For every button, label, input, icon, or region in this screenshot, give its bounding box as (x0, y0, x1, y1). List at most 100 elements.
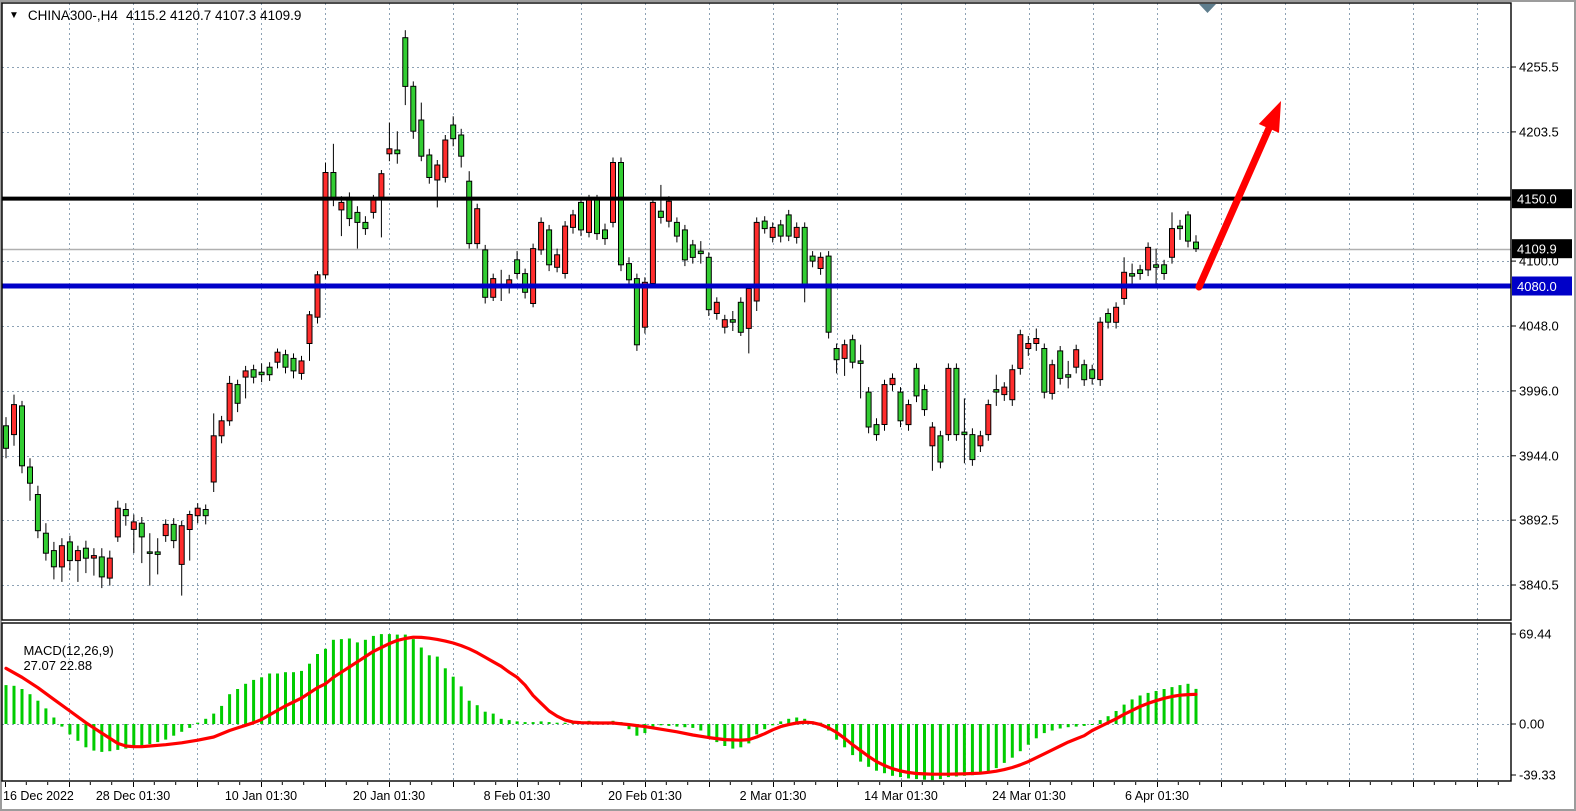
candle-body (322, 172, 329, 276)
candle-body (1017, 334, 1024, 369)
candle-body (873, 424, 880, 436)
macd-histogram-bar (1082, 724, 1086, 726)
macd-histogram-bar (1090, 724, 1094, 725)
candle-body (162, 523, 169, 537)
candle-body (122, 509, 129, 517)
macd-pane (4, 634, 1198, 781)
candle-body (250, 369, 257, 378)
macd-histogram-bar (859, 724, 863, 762)
macd-histogram-bar (403, 634, 407, 724)
time-axis-label: 2 Mar 01:30 (740, 789, 807, 803)
candle-body (849, 339, 856, 363)
candle-body (154, 551, 161, 555)
macd-histogram-bar (771, 724, 775, 726)
candle-body (394, 149, 401, 155)
macd-histogram-bar (1106, 716, 1110, 724)
candle-body (618, 162, 624, 266)
macd-histogram-bar (1154, 691, 1158, 724)
macd-histogram-bar (1074, 724, 1078, 727)
macd-histogram-bar (52, 717, 56, 724)
candle-body (530, 248, 537, 305)
candle-body (58, 545, 65, 568)
candle-body (362, 221, 369, 230)
macd-histogram-bar (20, 689, 24, 724)
candle-body (426, 154, 433, 178)
macd-histogram-bar (1018, 724, 1022, 752)
macd-histogram-bar (292, 672, 295, 724)
time-axis-label: 8 Feb 01:30 (484, 789, 551, 803)
candle-body (1025, 343, 1032, 349)
candle-body (538, 221, 545, 251)
macd-axis-label: -39.33 (1519, 768, 1556, 783)
candle-body (90, 555, 97, 559)
price-badge-label: 4150.0 (1517, 192, 1557, 207)
price-axis-label: 3944.0 (1519, 448, 1559, 463)
macd-histogram-bar (228, 694, 232, 724)
macd-histogram-bar (1034, 724, 1038, 739)
macd-histogram-bar (483, 711, 487, 724)
macd-histogram-bar (411, 639, 415, 724)
macd-histogram-bar (523, 722, 527, 724)
macd-histogram-bar (875, 724, 878, 771)
macd-histogram-bar (451, 676, 455, 724)
chart-shift-marker-icon[interactable] (1199, 4, 1216, 13)
candle-body (3, 425, 9, 449)
candle-body (833, 348, 840, 361)
candle-body (969, 434, 976, 461)
macd-histogram-bar (339, 639, 343, 724)
candle-body (546, 229, 553, 266)
candle-body (809, 255, 816, 262)
macd-histogram-bar (435, 656, 439, 724)
chart-header: ▼ CHINA300-,H4 4115.2 4120.7 4107.3 4109… (9, 8, 301, 23)
macd-histogram-bar (1002, 724, 1006, 763)
macd-histogram-bar (331, 639, 335, 724)
macd-histogram-bar (180, 724, 184, 732)
macd-histogram-bar (36, 700, 40, 724)
time-scale[interactable]: 16 Dec 2022 28 Dec 01:30 10 Jan 01:30 20 Ja… (3, 782, 1499, 803)
macd-histogram-bar (1170, 687, 1174, 724)
macd-histogram-bar (795, 717, 799, 724)
candle-body (913, 367, 920, 397)
candle-body (282, 354, 289, 368)
macd-histogram-bar (92, 724, 96, 751)
macd-histogram-bar (994, 724, 998, 769)
price-badge (1512, 276, 1572, 296)
macd-histogram-bar (76, 724, 80, 741)
time-axis-label: 20 Feb 01:30 (608, 789, 682, 803)
candle-body (410, 85, 417, 132)
macd-histogram-bar (116, 724, 120, 750)
candle-body (434, 164, 441, 181)
macd-histogram-bar (379, 634, 383, 724)
macd-histogram-bar (284, 672, 287, 724)
macd-histogram-bar (84, 724, 88, 748)
candle-body (673, 221, 680, 237)
macd-histogram-bar (100, 724, 104, 752)
macd-histogram-bar (915, 724, 918, 780)
macd-histogram-bar (1178, 685, 1182, 724)
macd-histogram-bar (787, 718, 791, 724)
macd-histogram-bar (851, 724, 855, 756)
symbol-dropdown-icon[interactable]: ▼ (9, 10, 19, 21)
macd-histogram-bar (651, 724, 655, 727)
macd-histogram-bar (507, 720, 511, 724)
price-scale[interactable]: 4255.54203.54100.04048.03996.03944.03892… (1511, 60, 1572, 783)
candle-body (466, 180, 473, 245)
macd-histogram-bar (220, 705, 224, 724)
macd-histogram-bar (891, 724, 894, 776)
candle-body (825, 255, 832, 333)
macd-histogram-bar (1146, 692, 1150, 724)
trend-arrow[interactable] (1195, 101, 1281, 291)
macd-histogram-bar (843, 724, 847, 748)
candle-body (114, 507, 121, 538)
symbol-period-label: CHINA300-,H4 (27, 8, 118, 23)
candle-body (458, 134, 465, 157)
candle-body (378, 173, 385, 198)
candle-body (338, 201, 345, 211)
candle-body (138, 522, 145, 538)
candle-body (785, 214, 792, 237)
candle-body (1113, 306, 1120, 323)
macd-histogram-bar (252, 679, 256, 724)
macd-histogram-bar (938, 724, 942, 780)
candle-body (729, 319, 736, 323)
